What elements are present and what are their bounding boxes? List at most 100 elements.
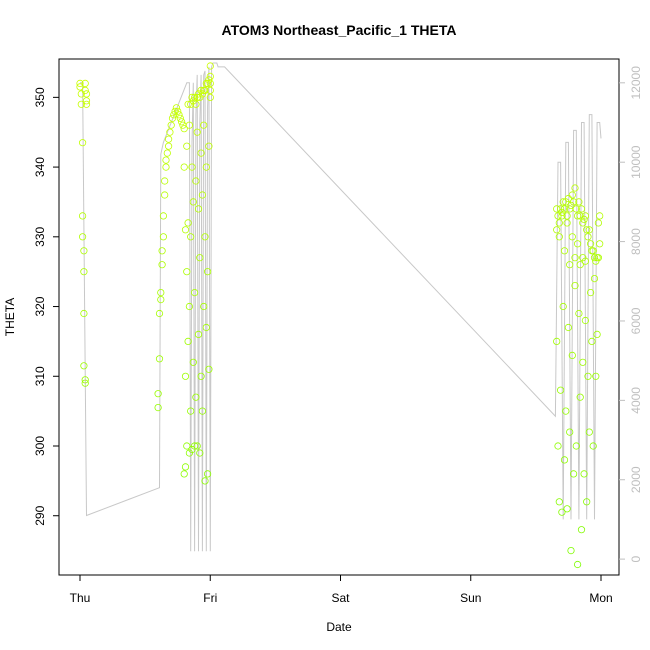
theta-point — [584, 233, 592, 241]
y-tick-label: 350 — [33, 87, 47, 107]
theta-point — [76, 79, 84, 88]
theta-point — [573, 212, 582, 220]
y2-tick-label: 6000 — [629, 307, 643, 334]
y2-tick-label: 12000 — [629, 66, 643, 100]
x-tick-label: Mon — [589, 591, 612, 605]
theta-point — [558, 508, 566, 516]
theta-point — [594, 254, 603, 262]
theta-point — [197, 149, 205, 157]
theta-point — [206, 86, 214, 95]
theta-point — [194, 330, 203, 338]
y2-tick-label: 10000 — [629, 145, 643, 179]
y-tick-label: 330 — [33, 226, 47, 246]
theta-point — [188, 93, 196, 102]
theta-point — [586, 240, 595, 248]
theta-point — [184, 100, 192, 108]
theta-point — [575, 309, 583, 318]
x-tick-label: Sat — [331, 591, 350, 605]
theta-point — [175, 111, 183, 119]
theta-point — [553, 337, 561, 345]
theta-point — [79, 139, 87, 147]
theta-point — [583, 226, 591, 234]
secondary-series-layer — [80, 62, 602, 552]
theta-point — [555, 219, 563, 227]
theta-point — [159, 212, 167, 220]
theta-point — [564, 323, 573, 332]
theta-point — [154, 390, 162, 398]
theta-point — [184, 337, 192, 345]
theta-point — [569, 470, 578, 478]
x-tick-label: Fri — [203, 591, 217, 605]
theta-point — [189, 358, 197, 366]
theta-point — [187, 233, 195, 241]
theta-points-layer — [76, 0, 604, 569]
theta-point — [197, 86, 205, 95]
theta-point — [79, 212, 87, 220]
theta-point — [81, 86, 89, 95]
y2-tick-label: 0 — [629, 555, 643, 562]
y-tick-label: 310 — [33, 366, 47, 386]
chart-title: ATOM3 Northeast_Pacific_1 THETA — [222, 22, 457, 38]
theta-point — [568, 233, 576, 241]
theta-point — [596, 212, 604, 220]
theta-point — [163, 149, 171, 157]
theta-point — [79, 233, 87, 241]
theta-point — [185, 302, 193, 311]
theta-point — [158, 261, 166, 269]
theta-point — [80, 247, 88, 255]
theta-point — [200, 121, 208, 129]
theta-point — [188, 163, 196, 171]
theta-point — [583, 498, 591, 506]
theta-point — [573, 560, 582, 569]
theta-point — [589, 442, 597, 450]
axes-layer: Thu Fri Sat Sun Mon 290 300 310 320 330 340 350 0 200… — [33, 66, 643, 605]
theta-point — [204, 470, 212, 478]
y2-tick-label: 2000 — [629, 466, 643, 493]
theta-point — [181, 372, 190, 380]
theta-point — [571, 184, 579, 192]
theta-point — [579, 358, 587, 366]
theta-point — [193, 128, 201, 136]
y-axis-label: THETA — [3, 298, 17, 336]
theta-point — [569, 198, 578, 206]
theta-point — [554, 442, 562, 450]
theta-point — [559, 302, 567, 311]
theta-point — [181, 463, 190, 471]
theta-point — [568, 351, 576, 359]
theta-point — [204, 79, 212, 88]
theta-point — [206, 79, 214, 88]
theta-point — [555, 498, 563, 506]
theta-point — [194, 205, 203, 213]
theta-point — [161, 191, 169, 199]
theta-point — [196, 449, 204, 457]
theta-point — [581, 257, 590, 265]
theta-point — [589, 247, 597, 255]
theta-point — [562, 407, 570, 415]
theta-point — [560, 205, 569, 213]
theta-point — [191, 442, 199, 450]
theta-point — [201, 233, 209, 241]
theta-point — [563, 505, 571, 513]
theta-point — [577, 205, 586, 213]
theta-point — [206, 93, 214, 102]
theta-point — [580, 470, 588, 478]
theta-point — [181, 226, 190, 234]
x-axis-label: Date — [326, 620, 352, 634]
theta-point — [76, 83, 84, 91]
theta-point — [590, 254, 599, 262]
theta-point — [82, 100, 91, 108]
theta-point — [205, 365, 213, 373]
theta-point — [162, 163, 170, 171]
theta-point — [568, 191, 576, 199]
theta-point — [198, 191, 206, 199]
theta-point — [167, 121, 175, 129]
theta-point — [584, 372, 592, 380]
theta-point — [165, 135, 173, 143]
theta-point — [197, 372, 205, 380]
theta-point — [555, 233, 563, 241]
theta-point — [593, 0, 599, 3]
theta-point — [159, 233, 167, 241]
theta-point — [566, 428, 574, 436]
theta-point — [560, 247, 569, 255]
